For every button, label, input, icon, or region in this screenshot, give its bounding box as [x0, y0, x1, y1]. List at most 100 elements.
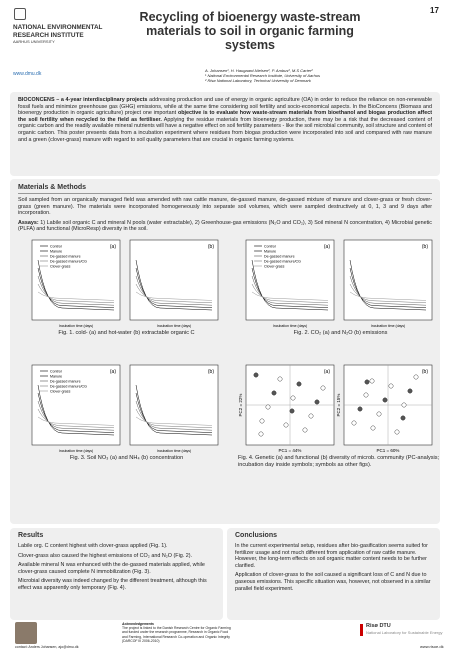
conclusions-text: In the current experimental setup, resid…: [235, 543, 434, 595]
authors: A. Johansen¹, H. Haugaard-Nielsen², P. A…: [205, 68, 313, 73]
symbol: [400, 415, 406, 421]
symbol: [290, 395, 296, 401]
symbol: [258, 431, 264, 437]
curve: [251, 283, 329, 304]
legend-entry: Control: [50, 244, 62, 248]
logo-mark: [14, 8, 26, 20]
logo-line: RESEARCH INSTITUTE: [13, 31, 84, 39]
symbol: [259, 418, 265, 424]
legend-entry: Manure: [264, 249, 276, 253]
symbol: [302, 427, 308, 433]
x-axis-label: Incubation time (days): [59, 324, 93, 328]
symbol: [388, 383, 394, 389]
curve: [349, 283, 427, 304]
legend-entry: De-gassed manure: [50, 254, 81, 258]
legend-entry: Manure: [50, 374, 62, 378]
x-axis-label: Incubation time (days): [273, 324, 307, 328]
legend-entry: De-gassed manure/CG: [264, 259, 301, 263]
logo-line: NATIONAL ENVIRONMENTAL: [13, 24, 103, 31]
paragraph: Microbial diversity was indeed changed b…: [18, 578, 207, 591]
results-text: Labile org. C content highest with clove…: [18, 543, 217, 595]
panel-frame: [129, 364, 219, 446]
rule: [18, 183, 432, 194]
symbol: [413, 374, 419, 380]
x-axis-label: Incubation time (days): [157, 324, 191, 328]
symbol: [283, 422, 289, 428]
symbol: [265, 404, 271, 410]
curve: [349, 291, 427, 301]
paragraph: Application of clover-grass to the soil …: [235, 572, 431, 592]
panel-label: (a): [110, 244, 116, 250]
paragraph: Clover-grass also caused the highest emi…: [18, 552, 193, 559]
panel-label: (a): [110, 369, 116, 375]
symbol: [369, 378, 375, 384]
ack-title: Acknowledgements: [122, 622, 154, 626]
symbol: [296, 381, 302, 387]
legend-entry: Manure: [50, 249, 62, 253]
riso-mark: [360, 624, 363, 636]
ack-text: The project is linked to the Danish Rese…: [122, 626, 231, 643]
symbol: [320, 385, 326, 391]
curve: [37, 408, 115, 429]
legend-entry: Control: [50, 369, 62, 373]
paragraph: Available mineral N was enhanced with th…: [18, 562, 205, 575]
symbol: [271, 390, 277, 396]
acknowledgements: Acknowledgements The project is linked t…: [122, 622, 232, 643]
symbol: [363, 392, 369, 398]
conclusions-box: Conclusions In the current experimental …: [227, 528, 440, 620]
paragraph: Labile org. C content highest with clove…: [18, 543, 168, 549]
legend-entry: Clover-grass: [50, 389, 71, 393]
affiliation: ¹ National Environmental Research Instit…: [205, 73, 321, 78]
assays-lead: Assays:: [18, 219, 39, 226]
caption-box: Fig. 4. Genetic (a) and functional (b) d…: [238, 455, 440, 468]
pc-x-label: PC1 = 60%: [377, 448, 400, 453]
section-title: Materials & Methods: [18, 184, 87, 191]
curve: [135, 408, 213, 429]
symbol: [351, 420, 357, 426]
panel-frame: [343, 239, 433, 321]
panel-label: (a): [324, 369, 330, 375]
intro-text: BIOCONCENS – a 4-year interdisciplinary …: [18, 97, 432, 143]
affiliation: ² Risø National Laboratory, Technical Un…: [205, 78, 311, 83]
figure-caption: Fig. 3. Soil NO₃ (a) and NH₄ (b) concent…: [69, 455, 184, 461]
intro-box: BIOCONCENS – a 4-year interdisciplinary …: [10, 92, 440, 176]
symbol: [314, 399, 320, 405]
methods-text: Soil sampled from an organically managed…: [18, 197, 432, 236]
symbol: [277, 376, 283, 382]
intro-segment: BIOCONCENS – a 4-year interdisciplinary …: [18, 97, 148, 103]
panel-frame: [245, 239, 335, 321]
symbol: [394, 429, 400, 435]
panel-label: (b): [208, 369, 214, 375]
section-title: Conclusions: [235, 532, 278, 539]
symbol: [376, 411, 382, 417]
symbol: [308, 413, 314, 419]
panel-label: (b): [208, 244, 214, 250]
poster-title: Recycling of bioenergy waste-stream mate…: [139, 10, 361, 52]
riso-url: www.risoe.dk: [420, 644, 444, 649]
figure-caption: Fig. 2. CO₂ (a) and N₂O (b) emissions: [293, 330, 388, 336]
methods-box: Materials & Methods Soil sampled from an…: [10, 179, 440, 524]
curve: [251, 291, 329, 301]
legend-entry: De-gassed manure: [264, 254, 295, 258]
panel-label: (b): [422, 244, 428, 250]
x-axis-label: Incubation time (days): [371, 324, 405, 328]
caption-box: Fig. 3. Soil NO₃ (a) and NH₄ (b) concent…: [69, 455, 184, 461]
figure-caption: Fig. 1. cold- (a) and hot-water (b) extr…: [58, 330, 195, 336]
figure-caption: Fig. 4. Genetic (a) and functional (b) d…: [238, 455, 440, 468]
logo-text: NATIONAL ENVIRONMENTAL RESEARCH INSTITUT…: [13, 24, 102, 44]
section-title: Results: [18, 532, 44, 539]
symbol: [364, 379, 370, 385]
panel-frame: [31, 239, 121, 321]
panel-label: (a): [324, 244, 330, 250]
results-box: Results Labile org. C content highest wi…: [10, 528, 223, 620]
legend-entry: Control: [264, 244, 276, 248]
x-axis-label: Incubation time (days): [59, 449, 93, 453]
curve: [135, 283, 213, 304]
contact: contact: Anders Johansen, ajo@dmu.dk: [15, 645, 79, 649]
curve: [135, 416, 213, 426]
curve: [37, 283, 115, 304]
panel-label: (b): [422, 369, 428, 375]
symbol: [407, 388, 413, 394]
symbol: [357, 406, 363, 412]
url: www.dmu.dk: [13, 71, 42, 77]
